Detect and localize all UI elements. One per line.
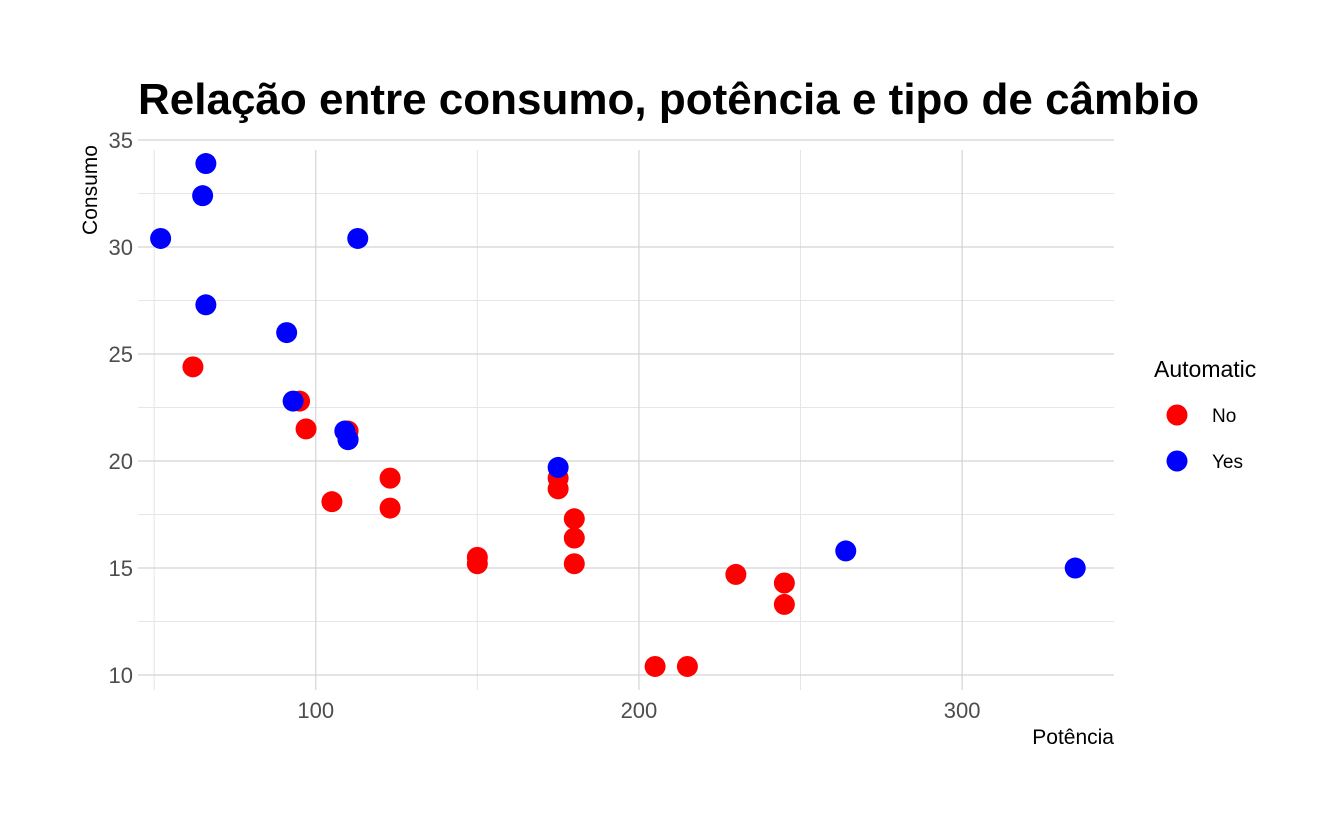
- chart-title: Relação entre consumo, potência e tipo d…: [138, 75, 1199, 124]
- data-point-no: [773, 593, 795, 615]
- y-axis-title: Consumo: [79, 145, 102, 235]
- y-tick-label: 35: [109, 128, 133, 153]
- y-tick-label: 30: [109, 235, 133, 260]
- data-point-yes: [195, 294, 217, 316]
- data-point-yes: [547, 456, 569, 478]
- data-point-no: [295, 418, 317, 440]
- data-point-yes: [276, 322, 298, 344]
- data-point-no: [773, 572, 795, 594]
- data-point-yes: [150, 227, 172, 249]
- data-point-no: [563, 508, 585, 530]
- data-point-no: [547, 478, 569, 500]
- data-point-no: [379, 497, 401, 519]
- data-point-no: [466, 553, 488, 575]
- data-point-no: [379, 467, 401, 489]
- data-point-no: [182, 356, 204, 378]
- legend-key-yes: [1166, 450, 1188, 472]
- tick-labels: 100 200 300 10 15 20 25 30 35: [109, 128, 981, 723]
- minor-gridlines: [138, 150, 1114, 690]
- data-point-no: [563, 527, 585, 549]
- x-axis-title: Potência: [1032, 726, 1114, 749]
- legend-label-yes: Yes: [1212, 452, 1243, 473]
- data-point-no: [321, 491, 343, 513]
- y-tick-label: 10: [109, 663, 133, 688]
- data-point-yes: [195, 153, 217, 175]
- x-tick-label: 300: [944, 698, 981, 723]
- x-tick-label: 100: [297, 698, 334, 723]
- data-point-no: [644, 655, 666, 677]
- data-point-no: [725, 563, 747, 585]
- data-point-yes: [835, 540, 857, 562]
- legend-key-no: [1166, 404, 1188, 426]
- y-tick-label: 15: [109, 556, 133, 581]
- major-gridlines: [138, 139, 1114, 690]
- legend-title: Automatic: [1154, 356, 1256, 382]
- data-point-yes: [282, 390, 304, 412]
- data-point-yes: [1064, 557, 1086, 579]
- legend-label-no: No: [1212, 406, 1236, 427]
- data-point-yes: [192, 185, 214, 207]
- legend: Automatic No Yes: [1154, 356, 1256, 473]
- data-points: [150, 153, 1086, 677]
- x-tick-label: 200: [621, 698, 658, 723]
- data-point-yes: [347, 227, 369, 249]
- data-point-no: [676, 655, 698, 677]
- data-point-no: [563, 553, 585, 575]
- data-point-yes: [337, 429, 359, 451]
- y-tick-label: 20: [109, 449, 133, 474]
- y-tick-label: 25: [109, 342, 133, 367]
